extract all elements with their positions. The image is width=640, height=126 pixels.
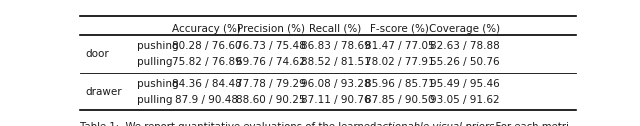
Text: pushing: pushing [137,79,179,89]
Text: 77.78 / 79.29: 77.78 / 79.29 [236,79,306,89]
Text: Accuracy (%): Accuracy (%) [172,24,241,34]
Text: pulling: pulling [137,94,173,105]
Text: 96.08 / 93.28: 96.08 / 93.28 [301,79,371,89]
Text: 80.28 / 76.60: 80.28 / 76.60 [172,41,241,51]
Text: 76.73 / 75.48: 76.73 / 75.48 [236,41,306,51]
Text: 69.76 / 74.62: 69.76 / 74.62 [236,57,306,67]
Text: F-score (%): F-score (%) [371,24,429,34]
Text: 87.85 / 90.50: 87.85 / 90.50 [365,94,435,105]
Text: Recall (%): Recall (%) [309,24,362,34]
Text: 78.02 / 77.91: 78.02 / 77.91 [365,57,435,67]
Text: Coverage (%): Coverage (%) [429,24,500,34]
Text: 55.26 / 50.76: 55.26 / 50.76 [429,57,499,67]
Text: pushing: pushing [137,41,179,51]
Text: 86.83 / 78.69: 86.83 / 78.69 [301,41,371,51]
Text: 87.11 / 90.76: 87.11 / 90.76 [301,94,371,105]
Text: 75.82 / 76.89: 75.82 / 76.89 [172,57,241,67]
Text: pulling: pulling [137,57,173,67]
Text: actionable visual priors: actionable visual priors [376,122,494,126]
Text: 82.63 / 78.88: 82.63 / 78.88 [429,41,499,51]
Text: . For each metri: . For each metri [489,122,568,126]
Text: 87.9 / 90.48: 87.9 / 90.48 [175,94,238,105]
Text: Table 1:  We report quantitative evaluations of the learned: Table 1: We report quantitative evaluati… [80,122,380,126]
Text: 81.47 / 77.05: 81.47 / 77.05 [365,41,435,51]
Text: Precision (%): Precision (%) [237,24,305,34]
Text: 93.05 / 91.62: 93.05 / 91.62 [429,94,499,105]
Text: drawer: drawer [85,87,122,97]
Text: 88.60 / 90.25: 88.60 / 90.25 [236,94,306,105]
Text: 88.52 / 81.51: 88.52 / 81.51 [301,57,371,67]
Text: door: door [85,49,109,59]
Text: 84.36 / 84.48: 84.36 / 84.48 [172,79,241,89]
Text: 95.49 / 95.46: 95.49 / 95.46 [429,79,499,89]
Text: 85.96 / 85.71: 85.96 / 85.71 [365,79,435,89]
